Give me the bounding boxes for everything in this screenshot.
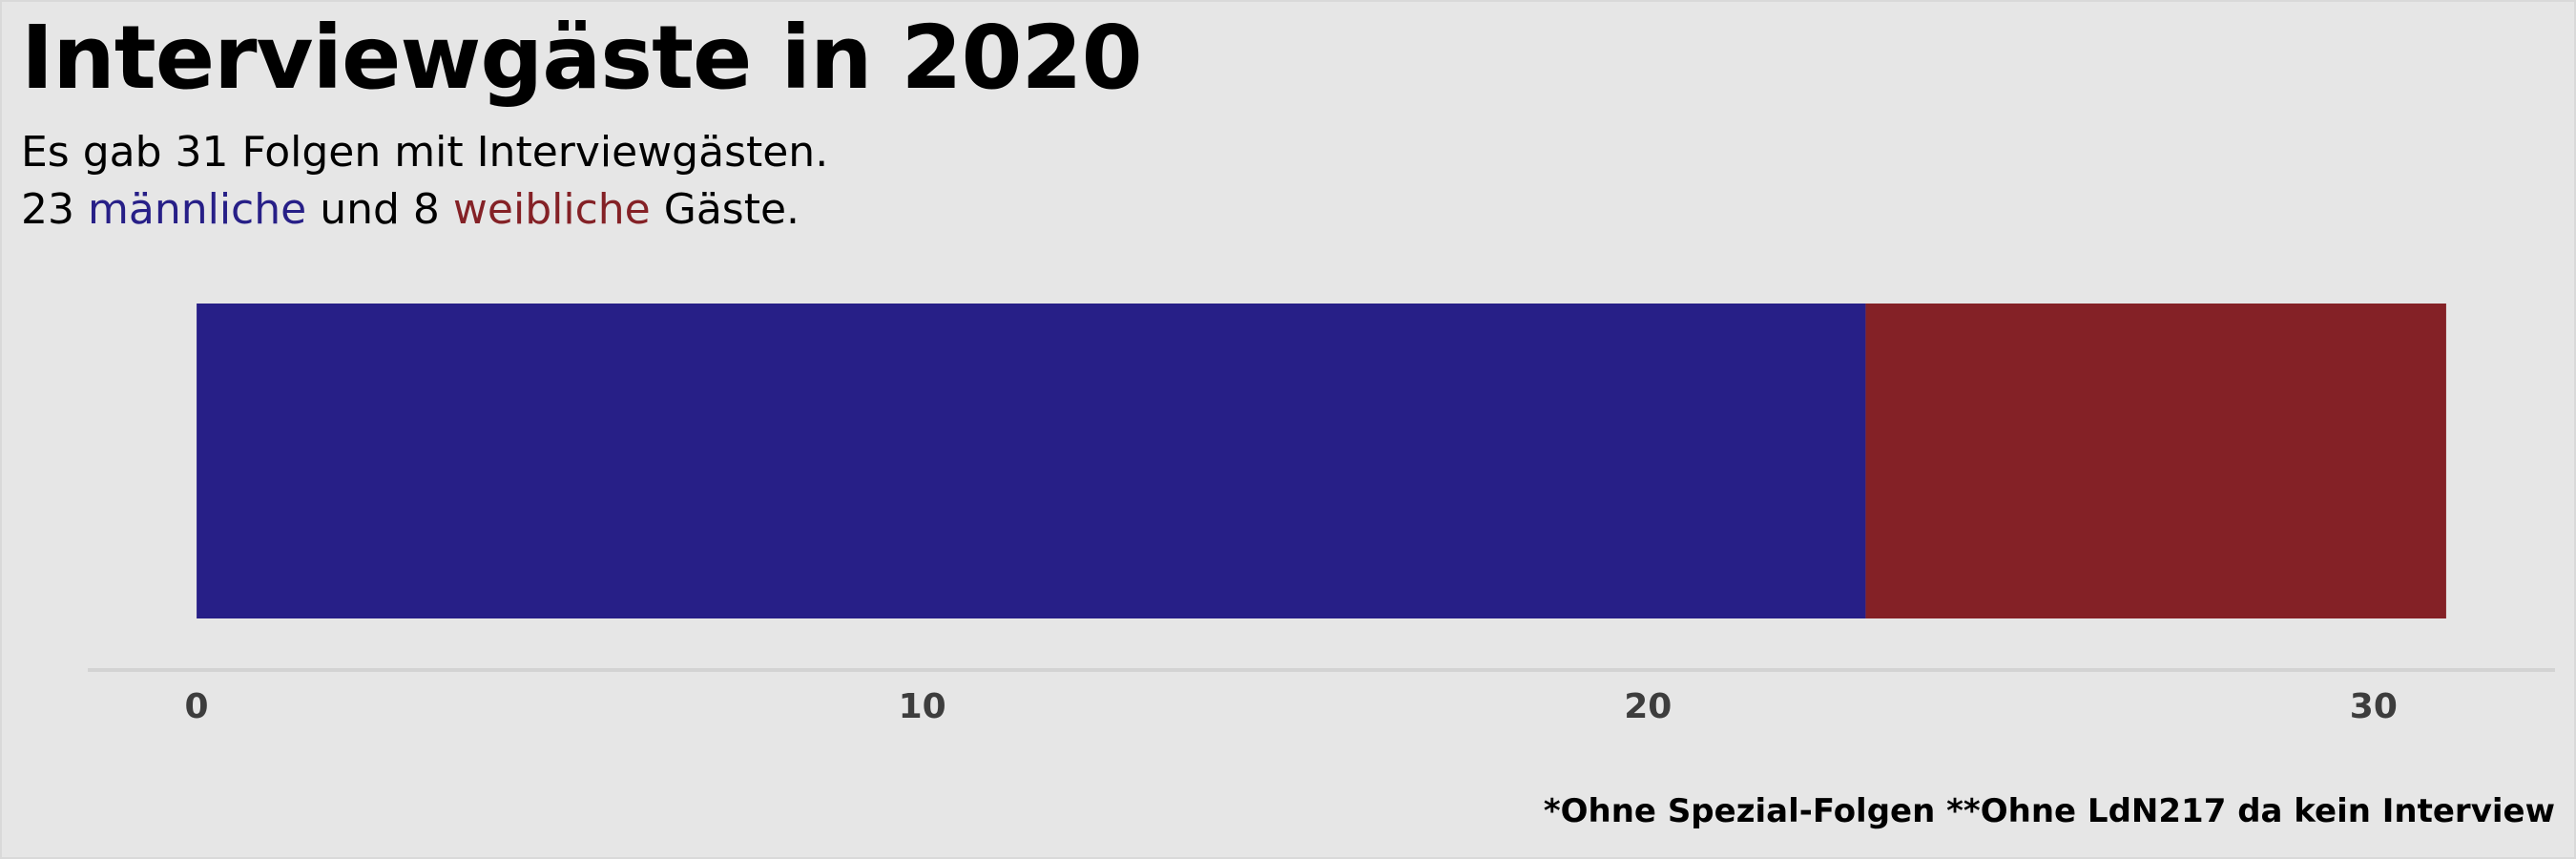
and-word: und <box>320 185 400 234</box>
chart-title: Interviewgäste in 2020 <box>21 7 1143 109</box>
x-tick-label-20: 20 <box>1624 687 1672 726</box>
male-label: männliche <box>88 185 307 234</box>
male-count: 23 <box>21 185 74 234</box>
x-tick-label-30: 30 <box>2350 687 2398 726</box>
bar-segment-female <box>1865 304 2446 618</box>
subtitle-line-2: 23 männliche und 8 weibliche Gäste. <box>21 181 828 239</box>
female-label: weibliche <box>452 185 651 234</box>
guests-word: Gäste. <box>663 185 800 234</box>
female-count: 8 <box>412 185 440 234</box>
bar-segment-male <box>197 304 1866 618</box>
x-tick-label-10: 10 <box>899 687 946 726</box>
subtitle-line-1: Es gab 31 Folgen mit Interviewgästen. <box>21 128 829 177</box>
chart-subtitle: Es gab 31 Folgen mit Interviewgästen. 23… <box>21 124 828 239</box>
chart-caption: *Ohne Spezial-Folgen **Ohne LdN217 da ke… <box>1543 792 2555 830</box>
x-tick-label-0: 0 <box>185 687 209 726</box>
